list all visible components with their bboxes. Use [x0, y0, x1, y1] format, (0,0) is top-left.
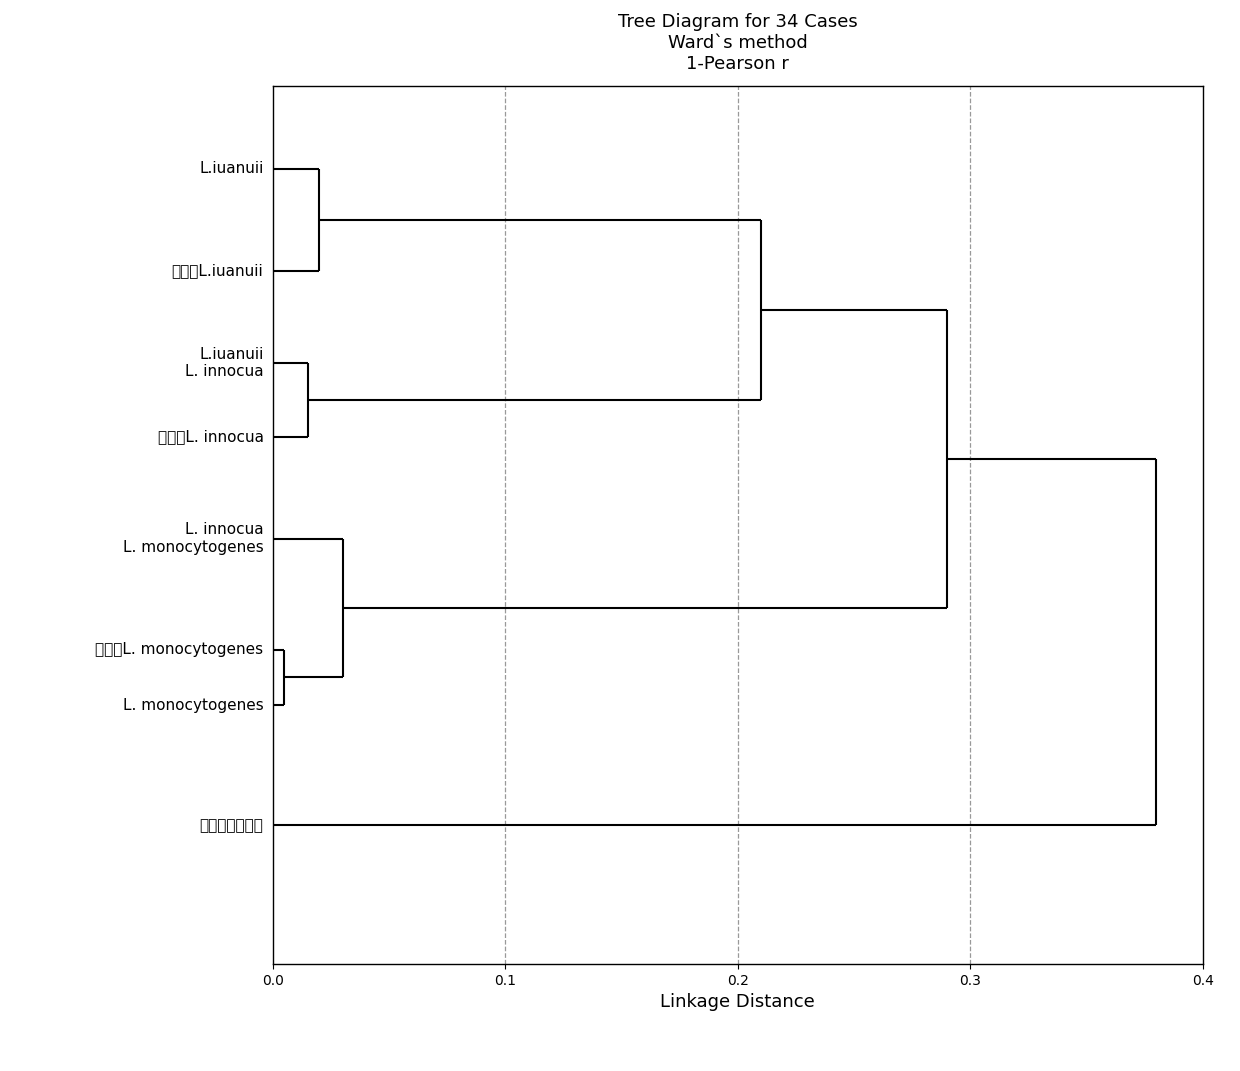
- Text: L. innocua
L. monocytogenes: L. innocua L. monocytogenes: [123, 523, 263, 555]
- Text: 样品中非可疑菌: 样品中非可疑菌: [200, 818, 263, 833]
- X-axis label: Linkage Distance: Linkage Distance: [661, 993, 815, 1011]
- Text: 样品中L.iuanuii: 样品中L.iuanuii: [172, 263, 263, 278]
- Text: 样品中L. innocua: 样品中L. innocua: [157, 429, 263, 444]
- Text: L. monocytogenes: L. monocytogenes: [123, 697, 263, 712]
- Text: L.iuanuii: L.iuanuii: [200, 162, 263, 177]
- Title: Tree Diagram for 34 Cases
Ward`s method
1-Pearson r: Tree Diagram for 34 Cases Ward`s method …: [618, 14, 858, 73]
- Text: 样品中L. monocytogenes: 样品中L. monocytogenes: [95, 643, 263, 658]
- Text: L.iuanuii
L. innocua: L.iuanuii L. innocua: [185, 347, 263, 379]
